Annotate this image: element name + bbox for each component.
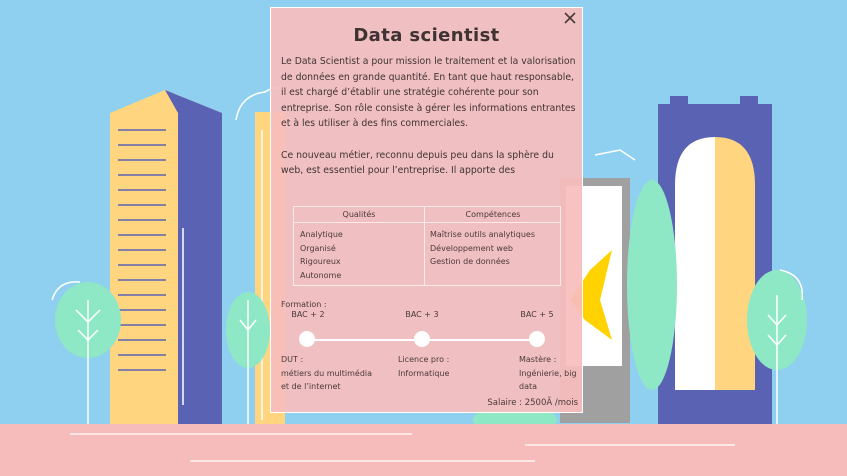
timeline-dot-bac2[interactable] (299, 331, 315, 347)
timeline-school-bac2: DUT : métiers du multimédia et de l’inte… (281, 353, 372, 394)
right-tower (594, 96, 772, 425)
skills-header: Compétences (465, 210, 521, 219)
tree-right (747, 269, 807, 425)
timeline-school-bac3: Licence pro : Informatique (398, 353, 449, 380)
close-icon[interactable] (562, 10, 578, 26)
skill-item: Gestion de données (430, 257, 510, 266)
timeline-level-bac3: BAC + 3 (405, 310, 439, 319)
timeline-dot-bac3[interactable] (414, 331, 430, 347)
qualities-list: Analytique Organisé Rigoureux Autonome (300, 228, 343, 282)
job-modal: Data scientist Le Data Scientist a pour … (270, 7, 583, 413)
ground (0, 424, 847, 476)
timeline-level-bac2: BAC + 2 (291, 310, 325, 319)
formation-label: Formation : (281, 300, 327, 309)
table-divider (424, 207, 425, 285)
school-line: Licence pro : (398, 355, 450, 364)
job-description: Le Data Scientist a pour mission le trai… (281, 54, 577, 194)
salary-text: Salaire : 2500Ã /mois (487, 398, 578, 408)
skills-list: Maîtrise outils analytiques Développemen… (430, 228, 535, 269)
quality-item: Analytique (300, 230, 343, 239)
school-line: DUT : (281, 355, 304, 364)
school-line: et de l’internet (281, 382, 341, 391)
school-line: Ingénierie, big (519, 368, 577, 378)
qualities-skills-table: Qualités Compétences Analytique Organisé… (293, 206, 561, 286)
tree-left (51, 281, 121, 425)
table-header-divider (294, 222, 560, 223)
quality-item: Organisé (300, 243, 336, 253)
tree-behind-billboard (627, 180, 677, 390)
timeline-dot-bac5[interactable] (529, 331, 545, 347)
school-line: Mastère : (519, 355, 557, 364)
quality-item: Autonome (300, 270, 342, 280)
job-title: Data scientist (353, 25, 500, 46)
description-paragraph-2: Ce nouveau métier, reconnu depuis peu da… (281, 149, 554, 177)
left-tower (110, 90, 222, 425)
timeline-school-bac5: Mastère : Ingénierie, big data (519, 353, 577, 394)
description-paragraph-1: Le Data Scientist a pour mission le trai… (281, 56, 576, 130)
quality-item: Rigoureux (300, 257, 341, 266)
school-line: métiers du multimédia (281, 368, 373, 378)
skill-item: Développement web (430, 243, 513, 253)
tree-mid (226, 292, 270, 425)
timeline-level-bac5: BAC + 5 (520, 310, 554, 319)
school-line: Informatique (398, 368, 450, 378)
skill-item: Maîtrise outils analytiques (430, 230, 535, 239)
qualities-header: Qualités (342, 210, 376, 219)
school-line: data (519, 382, 538, 391)
